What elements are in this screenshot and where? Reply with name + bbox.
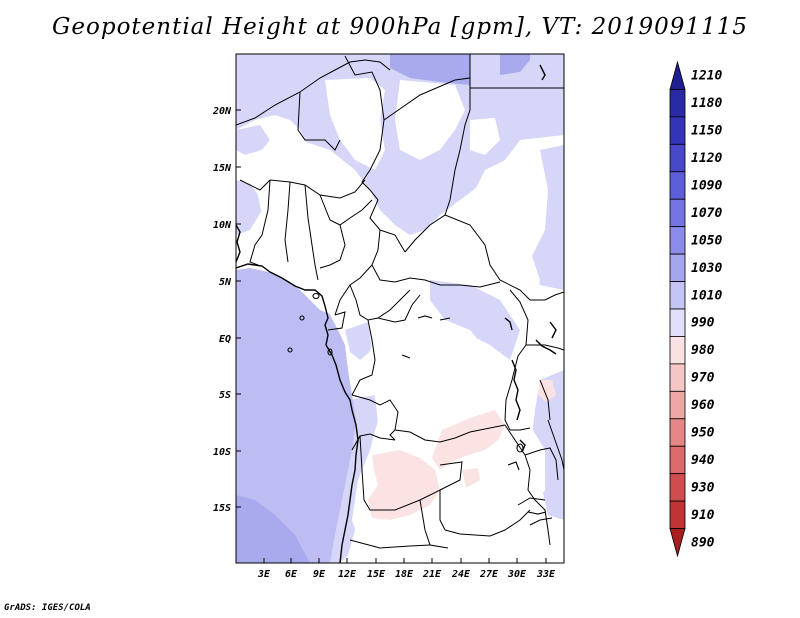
coastline xyxy=(236,64,557,563)
lon-label: 9E xyxy=(313,569,326,580)
colorbar-label: 890 xyxy=(691,535,715,550)
country-borders xyxy=(236,54,564,549)
colorbar-swatch xyxy=(669,171,686,200)
colorbar-arrow-top xyxy=(669,60,686,90)
lon-label: 15E xyxy=(367,569,386,580)
lat-label: 5S xyxy=(219,390,231,401)
lon-label: 3E xyxy=(257,569,271,580)
colorbar-swatch xyxy=(669,308,686,337)
colorbar-label: 1070 xyxy=(691,206,722,221)
latitude-axis: 20N 15N 10N 5N EQ 5S 10S 15S xyxy=(212,106,241,514)
field-980-990 xyxy=(368,380,556,520)
lon-label: 12E xyxy=(338,569,357,580)
lat-label: 5N xyxy=(219,277,232,288)
colorbar-label: 950 xyxy=(691,426,715,441)
lat-label: 15N xyxy=(213,163,232,174)
lon-label: 6E xyxy=(285,569,298,580)
colorbar-arrow-bottom xyxy=(669,528,686,558)
lat-label: EQ xyxy=(219,334,231,345)
colorbar-label: 1210 xyxy=(691,69,722,84)
colorbar-label: 940 xyxy=(691,453,715,468)
colorbar-label: 1050 xyxy=(691,233,722,248)
colorbar-label: 1180 xyxy=(691,96,722,111)
lon-label: 21E xyxy=(422,569,442,580)
colorbar-swatch xyxy=(669,226,686,255)
colorbar-label: 1150 xyxy=(691,124,722,139)
colorbar: 1210 1180 1150 1120 1090 1070 1050 1030 1010 990 9… xyxy=(669,60,722,558)
field-deep-ocean xyxy=(236,54,530,563)
colorbar-label: 1120 xyxy=(691,151,722,166)
lat-label: 20N xyxy=(212,106,232,117)
colorbar-label: 990 xyxy=(691,316,715,331)
colorbar-label: 1090 xyxy=(691,179,722,194)
lat-label: 10S xyxy=(213,447,231,458)
map-frame xyxy=(235,53,565,564)
colorbar-swatch xyxy=(669,500,686,529)
lon-label: 33E xyxy=(536,569,556,580)
colorbar-swatch xyxy=(669,363,686,392)
colorbar-label: 970 xyxy=(691,371,715,386)
colorbar-label: 960 xyxy=(691,398,715,413)
lon-label: 24E xyxy=(451,569,471,580)
colorbar-swatch xyxy=(669,336,686,365)
colorbar-swatch xyxy=(669,89,686,118)
lon-label: 18E xyxy=(395,569,414,580)
colorbar-label: 1010 xyxy=(691,288,722,303)
colorbar-swatch xyxy=(669,445,686,475)
map-title: Geopotential Height at 900hPa [gpm], VT:… xyxy=(52,14,748,40)
colorbar-label: 980 xyxy=(691,343,715,358)
lakes xyxy=(287,292,547,515)
lat-label: 10N xyxy=(213,220,232,231)
colorbar-swatch xyxy=(669,281,686,310)
colorbar-label: 930 xyxy=(691,480,715,495)
colorbar-label: 1030 xyxy=(691,261,722,276)
lat-label: 15S xyxy=(213,503,231,514)
map-panel xyxy=(235,53,565,564)
colorbar-swatch xyxy=(669,390,686,420)
lon-label: 30E xyxy=(507,569,527,580)
longitude-axis: 3E 6E 9E 12E 15E 18E 21E 24E 27E 30E 33E xyxy=(257,558,556,580)
colorbar-label: 910 xyxy=(691,508,715,523)
colorbar-swatch xyxy=(669,143,686,173)
lon-label: 27E xyxy=(479,569,499,580)
colorbar-swatch xyxy=(669,116,686,145)
colorbar-swatch xyxy=(669,418,686,447)
grads-credit: GrADS: IGES/COLA xyxy=(4,603,91,613)
colorbar-swatch xyxy=(669,198,686,228)
colorbar-swatch xyxy=(669,253,686,282)
colorbar-swatch xyxy=(669,473,686,502)
